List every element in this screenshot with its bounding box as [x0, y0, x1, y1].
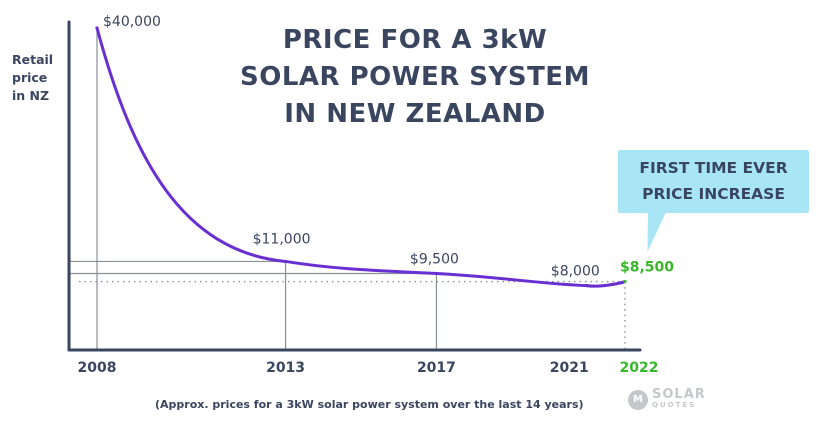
- x-tick-2013: 2013: [266, 360, 305, 376]
- data-label-2022: $8,500: [620, 260, 674, 276]
- data-label-2013: $11,000: [253, 231, 311, 247]
- chart-title-line-3: IN NEW ZEALAND: [284, 99, 546, 129]
- y-axis-label-line-1: Retail: [12, 52, 54, 67]
- data-point-2017: [434, 271, 439, 276]
- data-point-2022: [623, 279, 627, 284]
- data-label-2008: $40,000: [103, 14, 161, 30]
- chart-title: PRICE FOR A 3kW SOLAR POWER SYSTEM IN NE…: [215, 22, 615, 133]
- y-axis-label-line-2: price: [12, 70, 48, 85]
- logo-wordmark: SOLAR QUOTES: [652, 387, 706, 411]
- chart-title-line-1: PRICE FOR A 3kW: [282, 25, 548, 55]
- x-tick-2021: 2021: [550, 360, 589, 376]
- chart-footnote: (Approx. prices for a 3kW solar power sy…: [155, 398, 584, 411]
- x-tick-2017: 2017: [417, 360, 456, 376]
- logo-wordmark-line-2: QUOTES: [652, 401, 697, 409]
- x-tick-2008: 2008: [78, 360, 117, 376]
- x-tick-2022: 2022: [620, 360, 659, 376]
- logo-mark-icon: M: [628, 390, 648, 410]
- data-label-2017: $9,500: [410, 252, 459, 268]
- callout-line-2: PRICE INCREASE: [642, 185, 785, 203]
- logo-wordmark-line-1: SOLAR: [652, 387, 706, 402]
- data-label-2021: $8,000: [551, 264, 600, 280]
- y-axis-label: Retail price in NZ: [12, 51, 53, 105]
- callout-line-1: FIRST TIME EVER: [639, 159, 788, 177]
- data-point-2013: [283, 259, 288, 264]
- chart-title-line-2: SOLAR POWER SYSTEM: [240, 62, 590, 92]
- y-axis-label-line-3: in NZ: [12, 88, 50, 103]
- solarquotes-logo: M SOLAR QUOTES: [628, 387, 706, 411]
- data-point-2021: [585, 284, 589, 288]
- price-increase-callout: FIRST TIME EVER PRICE INCREASE: [618, 150, 809, 213]
- data-point-2008: [95, 26, 99, 30]
